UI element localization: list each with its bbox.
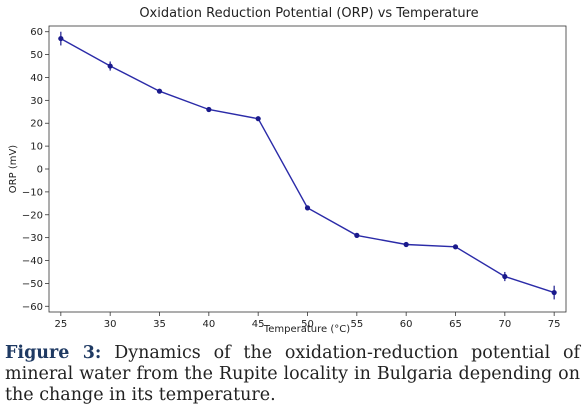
data-point [304,205,311,211]
x-tick-label: 70 [498,319,511,330]
figure-caption: Figure 3: Dynamics of the oxidation-redu… [5,343,580,406]
data-point [206,106,212,113]
y-tick-label: 20 [30,119,43,130]
data-point [452,244,459,250]
x-tick-label: 45 [252,319,265,330]
x-tick-label: 25 [54,319,67,330]
y-tick-label: −50 [22,279,43,290]
chart-title: Oxidation Reduction Potential (ORP) vs T… [139,6,478,21]
y-tick-label: −30 [22,233,43,244]
x-tick-label: 75 [548,319,561,330]
x-tick-label: 55 [350,319,363,330]
orp-temperature-chart: Oxidation Reduction Potential (ORP) vs T… [8,6,567,335]
data-point [354,232,360,238]
y-axis-ticks: 60 50 40 30 20 10 0 −10 −20 −30 −40 −50 −60 [22,27,49,313]
x-axis-label: Temperature (°C) [263,324,350,335]
x-tick-label: 40 [202,319,215,330]
data-point [58,35,64,42]
figure-label: Figure 3: [5,343,102,363]
figure-caption-text: Dynamics of the oxidation-reduction pote… [5,343,580,405]
y-tick-label: 10 [30,142,43,153]
y-axis-label: ORP (mV) [8,145,19,194]
orp-series [58,31,557,300]
x-tick-label: 65 [449,319,462,330]
data-point [551,289,557,296]
y-tick-label: 60 [30,27,43,38]
y-tick-label: −10 [22,187,43,198]
data-point [255,116,261,122]
data-point [502,273,508,280]
plot-frame [48,25,567,313]
y-tick-label: 30 [30,96,43,107]
x-tick-label: 50 [301,319,314,330]
y-tick-label: −60 [22,302,43,313]
data-point [107,63,113,69]
data-point [403,241,409,248]
x-axis-ticks: 25 30 35 40 45 50 55 60 65 70 75 [54,312,561,330]
data-point [156,88,163,94]
x-tick-label: 60 [400,319,413,330]
orp-line [60,37,555,294]
y-tick-label: −20 [22,210,43,221]
y-tick-label: 40 [30,73,43,84]
x-tick-label: 35 [153,319,166,330]
y-tick-label: 0 [37,165,43,176]
y-tick-label: 50 [30,50,43,61]
x-tick-label: 30 [104,319,117,330]
y-tick-label: −40 [22,256,43,267]
